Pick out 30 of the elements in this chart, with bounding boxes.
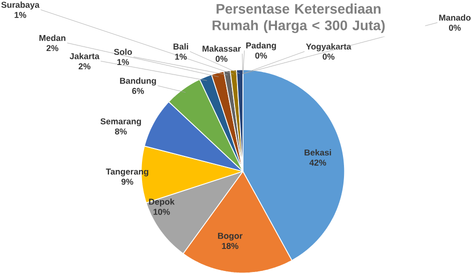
slice-label: Bali (174, 43, 188, 50)
data-label: 1% (117, 58, 129, 65)
data-label: 8% (114, 128, 127, 134)
category-label: Manado (439, 14, 471, 20)
text: 0% (448, 24, 461, 31)
data-label: 9% (121, 178, 134, 185)
data-label: 2% (78, 63, 90, 70)
data-label: 18% (222, 242, 238, 249)
category-label: Makassar (202, 45, 241, 52)
data-label: 1% (175, 53, 187, 60)
text: Persentase Ketersediaan Rumah (Harga < 300 Juta) (212, 3, 385, 33)
data-label: 1% (14, 12, 26, 18)
category-label: Padang (246, 42, 276, 50)
data-label: 6% (132, 88, 144, 94)
slice-label: Bogor (218, 232, 242, 240)
slice-label: Surabaya (1, 1, 40, 10)
text: 0% (216, 56, 228, 62)
slice-label: Solo (114, 48, 132, 55)
data-label: 2% (46, 44, 58, 51)
data-label: 10% (154, 208, 170, 215)
slice-label: Semarang (100, 118, 141, 126)
text: 0% (322, 53, 334, 60)
slice-label: Bekasi (304, 149, 331, 156)
slice-label: Medan (39, 34, 66, 41)
data-label: 42% (309, 159, 326, 166)
slice-label: Jakarta (70, 52, 100, 59)
text: 0% (255, 52, 268, 58)
slice-label: Bandung (120, 77, 156, 86)
slice-label: Depok (149, 198, 175, 206)
category-label: Yogyakarta (306, 43, 352, 52)
